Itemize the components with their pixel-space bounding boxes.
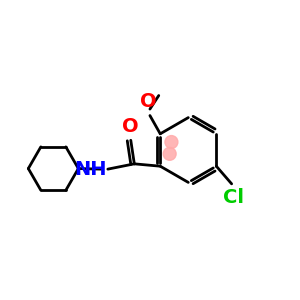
Text: Cl: Cl (223, 188, 244, 207)
Circle shape (163, 147, 176, 160)
Text: O: O (122, 117, 139, 136)
Circle shape (165, 136, 178, 148)
Text: NH: NH (74, 160, 106, 178)
Text: O: O (140, 92, 157, 111)
